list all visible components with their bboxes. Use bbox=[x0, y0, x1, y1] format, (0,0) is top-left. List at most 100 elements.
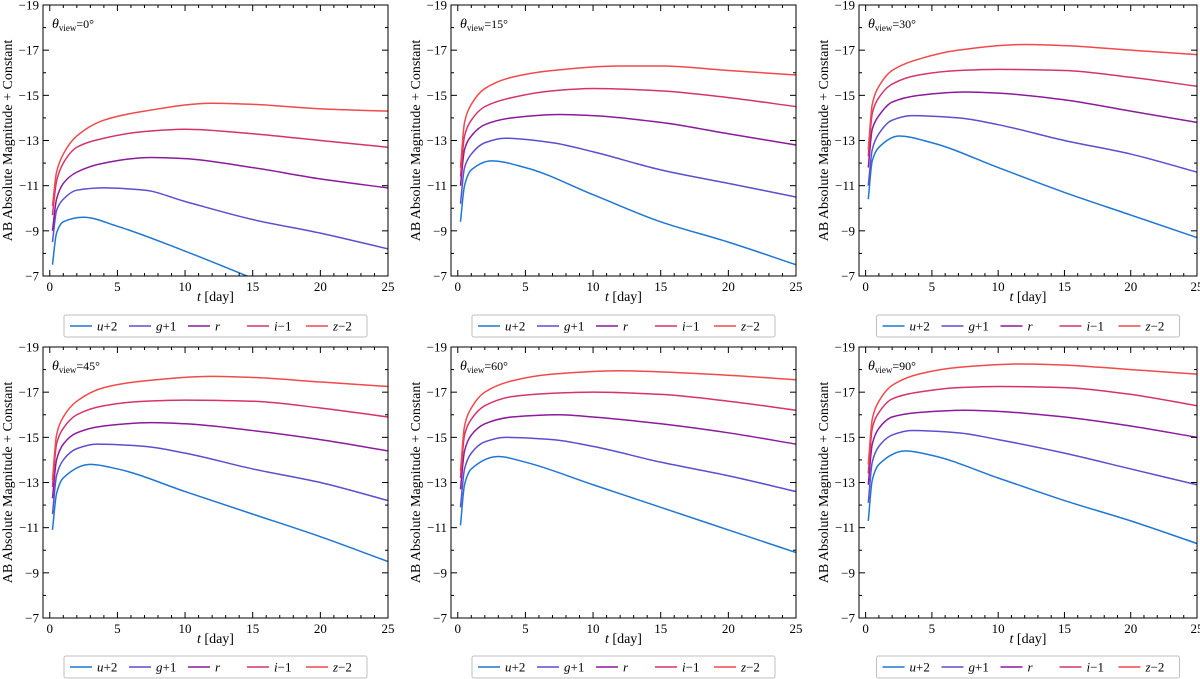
view-angle-label: θview=30° bbox=[868, 17, 916, 33]
legend-offset: 1 bbox=[285, 319, 292, 334]
view-angle-value: =60° bbox=[484, 359, 508, 373]
x-axis-unit: [day] bbox=[1013, 632, 1046, 647]
series-line-g+1 bbox=[867, 114, 1197, 186]
series-line-u+2 bbox=[867, 450, 1197, 545]
legend-operator: + bbox=[163, 319, 170, 334]
view-angle-label: θview=90° bbox=[868, 359, 916, 375]
x-axis-unit: [day] bbox=[609, 290, 642, 305]
x-axis-unit: [day] bbox=[201, 632, 234, 647]
x-tick-label: 25 bbox=[382, 279, 395, 294]
y-axis-label: AB Absolute Magnitude + Constant bbox=[409, 382, 424, 584]
legend-operator: − bbox=[686, 660, 693, 675]
legend-entry-z: z−2 bbox=[332, 660, 352, 675]
legend-offset: 1 bbox=[170, 319, 177, 334]
view-angle-subscript: view bbox=[875, 23, 893, 33]
legend-entry-z: z−2 bbox=[1145, 660, 1165, 675]
series-line-i-1 bbox=[459, 391, 796, 479]
legend-band: r bbox=[215, 319, 221, 334]
y-tick-label: −19 bbox=[19, 0, 39, 13]
series-group bbox=[459, 65, 796, 266]
view-angle-subscript: view bbox=[59, 23, 77, 33]
legend-entry-i: i−1 bbox=[1087, 660, 1104, 675]
legend-entry-r: r bbox=[215, 319, 221, 334]
legend-offset: 1 bbox=[1097, 319, 1104, 334]
legend-offset: 2 bbox=[345, 319, 352, 334]
legend-entry-g: g+1 bbox=[564, 660, 584, 675]
legend-operator: − bbox=[746, 319, 753, 334]
y-tick-label: −11 bbox=[427, 520, 447, 535]
legend-entry-g: g+1 bbox=[969, 660, 989, 675]
legend-offset: 2 bbox=[345, 660, 352, 675]
legend-offset: 2 bbox=[923, 319, 930, 334]
y-axis-label: AB Absolute Magnitude + Constant bbox=[1, 382, 16, 584]
legend-entry-z: z−2 bbox=[740, 660, 760, 675]
x-tick-label: 0 bbox=[47, 621, 54, 636]
series-line-u+2 bbox=[459, 455, 796, 554]
series-group bbox=[867, 43, 1197, 239]
y-tick-label: −19 bbox=[835, 0, 855, 13]
view-angle-subscript: view bbox=[467, 365, 485, 375]
y-tick-label: −9 bbox=[25, 223, 39, 238]
legend-operator: + bbox=[916, 319, 923, 334]
y-tick-label: −11 bbox=[19, 520, 39, 535]
panel-5: 0 5 10 15 20 25−7−9−11−13−15−17−19t [day]AB A… bbox=[409, 340, 803, 679]
legend-entry-z: z−2 bbox=[740, 319, 760, 334]
legend-box bbox=[876, 314, 1180, 338]
series-line-r bbox=[459, 113, 796, 186]
y-tick-label: −15 bbox=[19, 430, 39, 445]
legend-offset: 1 bbox=[170, 660, 177, 675]
y-tick-label: −11 bbox=[835, 178, 855, 193]
legend-band: i bbox=[1087, 660, 1091, 675]
x-tick-label: 10 bbox=[179, 621, 192, 636]
panel-2: 0 5 10 15 20 25−7−9−11−13−15−17−19t [day]AB A… bbox=[409, 0, 803, 338]
legend-entry-g: g+1 bbox=[969, 319, 989, 334]
series-line-z-2 bbox=[867, 43, 1197, 150]
legend-entry-g: g+1 bbox=[564, 319, 584, 334]
legend-entry-i: i−1 bbox=[274, 319, 291, 334]
series-line-u+2 bbox=[51, 216, 250, 276]
legend-band: i bbox=[682, 319, 686, 334]
legend-band: z bbox=[332, 319, 338, 334]
legend-operator: − bbox=[746, 660, 753, 675]
x-tick-label: 15 bbox=[654, 621, 667, 636]
legend-band: g bbox=[969, 319, 976, 334]
y-tick-label: −15 bbox=[835, 430, 855, 445]
legend-band: g bbox=[156, 319, 163, 334]
y-tick-label: −15 bbox=[835, 88, 855, 103]
legend-offset: 2 bbox=[519, 319, 526, 334]
y-axis-label: AB Absolute Magnitude + Constant bbox=[1, 40, 16, 242]
y-tick-label: −15 bbox=[427, 88, 447, 103]
series-line-g+1 bbox=[867, 429, 1197, 503]
x-tick-label: 10 bbox=[992, 279, 1005, 294]
x-tick-label: 20 bbox=[314, 621, 327, 636]
legend-band: z bbox=[740, 660, 746, 675]
legend-band: g bbox=[156, 660, 163, 675]
series-group bbox=[51, 375, 388, 563]
legend-band: r bbox=[215, 660, 221, 675]
plot-frame bbox=[42, 346, 389, 619]
legend-entry-z: z−2 bbox=[332, 319, 352, 334]
legend-band: r bbox=[623, 660, 629, 675]
y-tick-label: −11 bbox=[19, 178, 39, 193]
legend-band: i bbox=[274, 660, 278, 675]
legend-offset: 2 bbox=[1158, 319, 1165, 334]
y-tick-label: −13 bbox=[19, 133, 39, 148]
legend-entry-u: u+2 bbox=[910, 319, 930, 334]
legend-operator: − bbox=[1090, 319, 1097, 334]
view-angle-symbol: θ bbox=[868, 359, 875, 374]
x-axis-unit: [day] bbox=[1013, 290, 1046, 305]
legend-band: z bbox=[332, 660, 338, 675]
y-tick-label: −9 bbox=[433, 223, 447, 238]
x-tick-label: 15 bbox=[246, 621, 259, 636]
series-line-z-2 bbox=[867, 363, 1197, 465]
y-tick-label: −11 bbox=[835, 520, 855, 535]
legend-operator: + bbox=[104, 660, 111, 675]
x-tick-label: 15 bbox=[1058, 279, 1071, 294]
y-tick-label: −19 bbox=[835, 340, 855, 355]
series-line-r bbox=[867, 409, 1197, 485]
series-line-r bbox=[51, 421, 388, 499]
legend-operator: − bbox=[278, 319, 285, 334]
series-line-i-1 bbox=[51, 128, 388, 216]
view-angle-value: =0° bbox=[76, 17, 94, 31]
